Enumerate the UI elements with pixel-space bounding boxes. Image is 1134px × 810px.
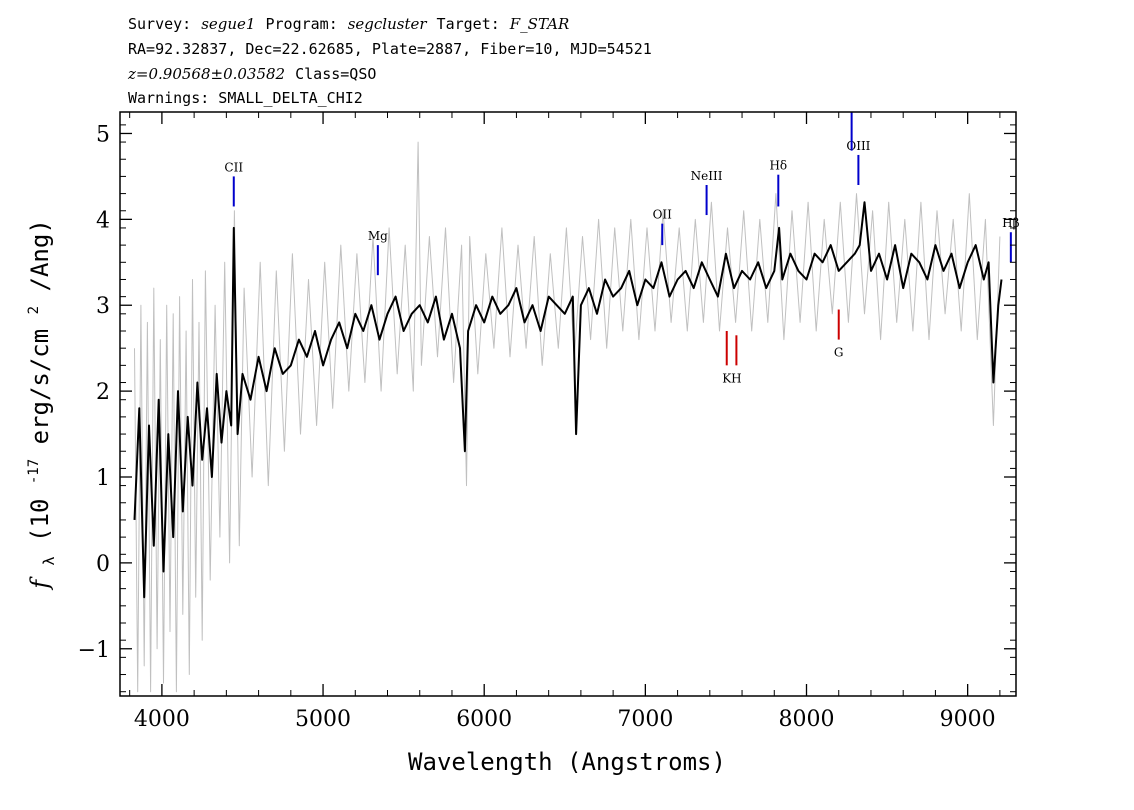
survey-label: Survey: [128,15,191,33]
y-axis-units-b: /Ang) [26,219,54,291]
y-axis-units-exponent: 2 [26,306,42,314]
program-label: Program: [265,15,337,33]
emission-label-0: CII [224,160,243,174]
header-line-2: RA=92.32837, Dec=22.62685, Plate=2887, F… [128,40,652,58]
axes-layer: 4000 5000 6000 7000 8000 9000 −1 0 1 2 3 4 5 [78,112,1016,732]
y-axis-subscript: λ [40,556,58,565]
x-tick-label: 5000 [295,707,351,732]
y-tick-label: 4 [96,208,110,233]
smoothed-flux-series [133,201,1003,599]
class-text: Class=QSO [295,65,376,83]
x-tick-label: 7000 [617,707,673,732]
x-tick-label: 9000 [940,707,996,732]
x-tick-label: 4000 [134,707,190,732]
program-value: segcluster [348,15,428,33]
plot-frame [119,111,1017,697]
y-axis-units-a: erg/s/cm [26,329,54,445]
x-axis-title: Wavelength (Angstroms) [408,748,726,776]
y-tick-label: 1 [96,466,110,491]
y-axis-exponent: -17 [26,459,42,484]
absorption-label-1: H [731,371,741,385]
y-tick-label: −1 [78,638,110,663]
y-tick-label: 5 [96,122,110,147]
header-block: Survey: segue1 Program: segcluster Targe… [127,15,652,107]
absorption-label-2: G [834,346,844,360]
header-line-3: z=0.90568±0.03582 Class=QSO [127,65,376,83]
x-tick-label: 8000 [779,707,835,732]
warnings-text: Warnings: SMALL_DELTA_CHI2 [128,89,363,107]
y-tick-label: 3 [96,294,110,319]
y-axis-text: (10 [26,499,54,542]
emission-label-2: OII [653,208,673,222]
emission-label-5: OIII [846,139,870,153]
y-tick-label: 0 [96,552,110,577]
emission-label-3: NeIII [691,169,723,183]
raw-flux-series [134,141,1001,693]
absorption-label-0: K [722,371,732,385]
emission-label-1: Mg [368,229,388,243]
y-tick-label: 2 [96,380,110,405]
target-value: F_STAR [509,15,570,33]
plot-data-layer [133,141,1003,693]
emission-label-4: Hδ [769,159,787,173]
redshift-text: z=0.90568±0.03582 [127,65,285,83]
target-label: Target: [437,15,500,33]
survey-value: segue1 [201,15,255,33]
y-axis-symbol: f [26,576,54,591]
y-axis-title: f λ (10 -17 erg/s/cm 2 /Ang) [16,219,60,591]
header-line-1: Survey: segue1 Program: segcluster Targe… [128,15,569,33]
x-tick-label: 6000 [456,707,512,732]
